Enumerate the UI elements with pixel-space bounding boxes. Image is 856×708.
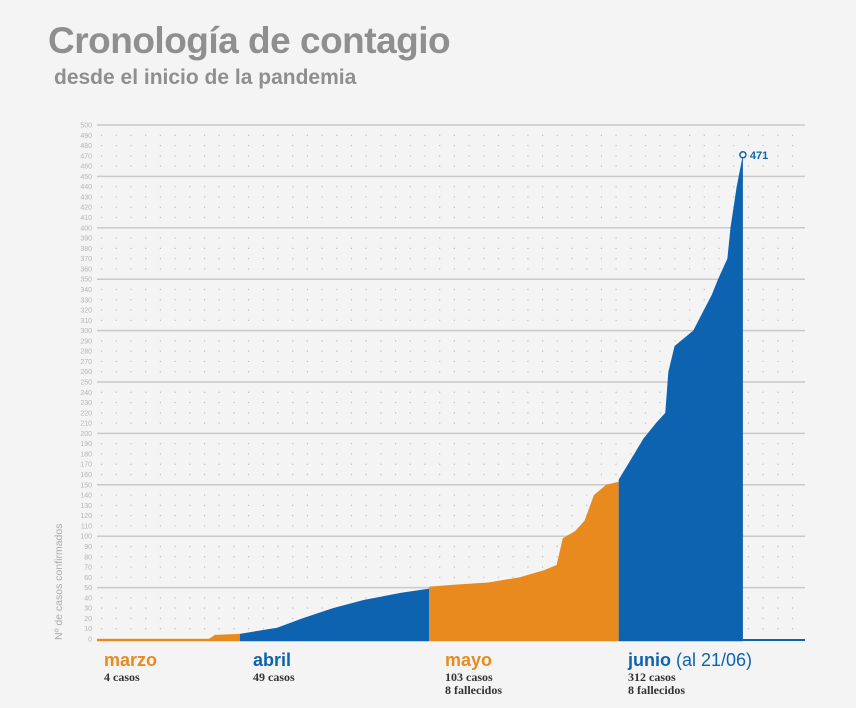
y-tick-label: 330 <box>80 297 92 304</box>
y-tick-label: 210 <box>80 421 92 428</box>
y-tick-label: 290 <box>80 338 92 345</box>
peak-marker <box>739 151 747 159</box>
y-tick-label: 150 <box>80 482 92 489</box>
area-junio <box>618 154 743 639</box>
y-tick-label: 190 <box>80 441 92 448</box>
chart-subtitle: desde el inicio de la pandemia <box>54 66 357 89</box>
month-note: (al 21/06) <box>671 650 753 670</box>
area-mayo <box>429 481 619 639</box>
y-tick-label: 430 <box>80 194 92 201</box>
y-tick-label: 470 <box>80 153 92 160</box>
y-tick-label: 70 <box>84 565 92 572</box>
month-name: abril <box>253 650 295 671</box>
y-tick-label: 180 <box>80 451 92 458</box>
month-stat: 4 casos <box>104 670 140 684</box>
y-tick-label: 220 <box>80 410 92 417</box>
y-tick-label: 340 <box>80 287 92 294</box>
y-tick-label: 350 <box>80 277 92 284</box>
y-tick-label: 280 <box>80 349 92 356</box>
y-tick-label: 480 <box>80 143 92 150</box>
y-tick-label: 90 <box>84 544 92 551</box>
y-tick-label: 230 <box>80 400 92 407</box>
y-tick-label: 20 <box>84 616 92 623</box>
y-tick-label: 390 <box>80 236 92 243</box>
month-label: marzo <box>104 650 158 670</box>
y-tick-label: 490 <box>80 133 92 140</box>
y-tick-label: 400 <box>80 225 92 232</box>
peak-label: 471 <box>750 150 768 162</box>
chart-title: Cronología de contagio <box>48 20 451 61</box>
y-tick-label: 40 <box>84 595 92 602</box>
y-tick-label: 100 <box>80 534 92 541</box>
y-tick-label: 270 <box>80 359 92 366</box>
month-name: mayo <box>445 650 502 671</box>
y-tick-label: 260 <box>80 369 92 376</box>
y-tick-label: 310 <box>80 318 92 325</box>
y-tick-label: 410 <box>80 215 92 222</box>
area-marzo <box>97 633 240 639</box>
y-tick-label: 120 <box>80 513 92 520</box>
y-tick-label: 200 <box>80 431 92 438</box>
y-tick-label: 60 <box>84 575 92 582</box>
y-tick-label: 50 <box>84 585 92 592</box>
month-marzo: marzo 4 casos <box>104 650 157 684</box>
y-tick-label: 440 <box>80 184 92 191</box>
month-label: mayo <box>445 650 493 670</box>
month-label: junio <box>628 650 671 670</box>
y-tick-label: 300 <box>80 328 92 335</box>
y-tick-label: 420 <box>80 205 92 212</box>
month-stat: 103 casos <box>445 670 493 684</box>
y-tick-label: 460 <box>80 164 92 171</box>
y-tick-label: 450 <box>80 174 92 181</box>
y-tick-label: 0 <box>88 637 92 644</box>
y-tick-label: 170 <box>80 462 92 469</box>
y-tick-label: 360 <box>80 266 92 273</box>
month-mayo: mayo 103 casos 8 fallecidos <box>445 650 502 697</box>
month-name: marzo <box>104 650 157 671</box>
month-stat: 8 fallecidos <box>445 683 502 697</box>
y-tick-label: 140 <box>80 493 92 500</box>
month-stat: 312 casos <box>628 670 676 684</box>
month-label: abril <box>253 650 292 670</box>
y-tick-label: 10 <box>84 626 92 633</box>
y-tick-label: 80 <box>84 554 92 561</box>
y-tick-label: 30 <box>84 606 92 613</box>
y-tick-label: 250 <box>80 380 92 387</box>
y-tick-label: 380 <box>80 246 92 253</box>
area-abril <box>239 588 430 639</box>
y-axis-label: Nº de casos confirmados <box>53 524 65 640</box>
y-tick-label: 240 <box>80 390 92 397</box>
y-tick-label: 130 <box>80 503 92 510</box>
y-tick-label: 370 <box>80 256 92 263</box>
month-name: junio (al 21/06) <box>628 650 752 671</box>
y-tick-label: 500 <box>80 123 92 130</box>
y-tick-label: 160 <box>80 472 92 479</box>
month-stat: 49 casos <box>253 670 295 684</box>
y-tick-label: 110 <box>81 523 92 530</box>
y-tick-label: 320 <box>80 308 92 315</box>
month-junio: junio (al 21/06) 312 casos 8 fallecidos <box>628 650 752 697</box>
month-stat: 8 fallecidos <box>628 683 685 697</box>
month-abril: abril 49 casos <box>253 650 295 684</box>
